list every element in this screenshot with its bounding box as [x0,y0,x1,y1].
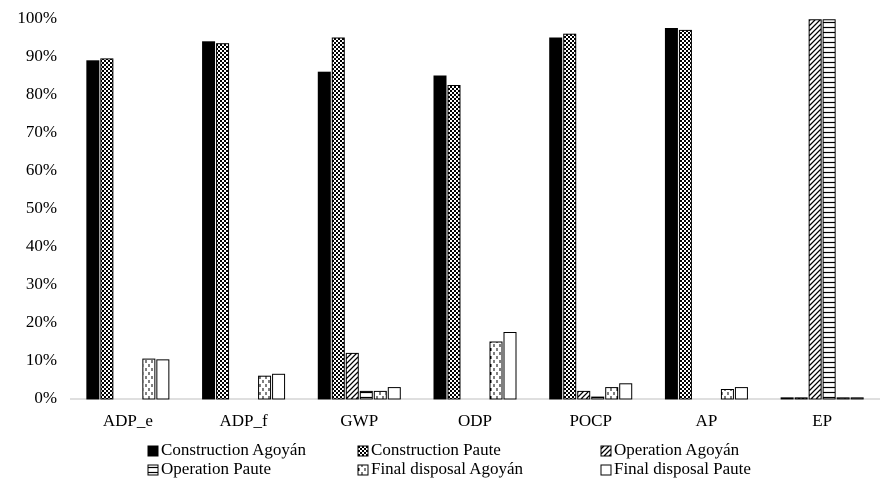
legend-swatch [357,464,369,476]
bar [563,33,577,400]
bar [156,359,170,400]
bar [850,397,864,400]
bar [373,390,387,400]
y-tick-label: 90% [26,46,57,65]
bar [345,352,359,400]
legend-swatch [147,445,159,457]
bar [447,85,461,400]
y-tick-label: 30% [26,274,57,293]
y-tick-label: 20% [26,312,57,331]
bar [678,29,692,400]
legend-label: Construction Paute [371,440,501,459]
x-tick-label: ADP_e [103,411,153,430]
bar [331,37,345,400]
bar [591,396,605,400]
legend-label: Operation Paute [161,459,271,478]
x-tick-label: AP [696,411,718,430]
x-tick-label: ADP_f [219,411,268,430]
bar [503,332,517,400]
x-tick-label: ODP [458,411,492,430]
legend-label: Operation Agoyán [614,440,740,459]
legend-swatch [357,445,369,457]
x-tick-label: GWP [340,411,378,430]
y-tick-label: 50% [26,198,57,217]
x-tick-label: EP [812,411,832,430]
bar [794,397,808,400]
y-tick-label: 60% [26,160,57,179]
x-tick-label: POCP [569,411,612,430]
bar [142,358,156,400]
bar [836,397,850,400]
y-tick-label: 0% [34,388,57,407]
y-tick-label: 10% [26,350,57,369]
bar [577,390,591,400]
bar [822,19,836,400]
legend-label: Construction Agoyán [161,440,306,459]
y-tick-label: 70% [26,122,57,141]
legend-label: Final disposal Agoyán [371,459,524,478]
bar [359,390,373,400]
bar [780,397,794,400]
bar [489,341,503,400]
legend-swatch [600,445,612,457]
legend-label: Final disposal Paute [614,459,751,478]
bar [720,389,734,400]
bar [202,41,216,400]
y-tick-label: 80% [26,84,57,103]
bar [664,28,678,400]
y-tick-label: 100% [17,8,57,27]
bar [387,387,401,400]
bar [272,373,286,400]
legend-swatch [147,464,159,476]
bar [433,75,447,400]
bar [619,383,633,400]
bar [317,71,331,400]
bar [258,375,272,400]
y-tick-label: 40% [26,236,57,255]
bar [216,43,230,400]
bar [605,387,619,400]
bar [86,60,100,400]
bar [100,58,114,400]
legend-swatch [600,464,612,476]
bar [734,387,748,400]
bar [549,37,563,400]
bar [808,19,822,400]
